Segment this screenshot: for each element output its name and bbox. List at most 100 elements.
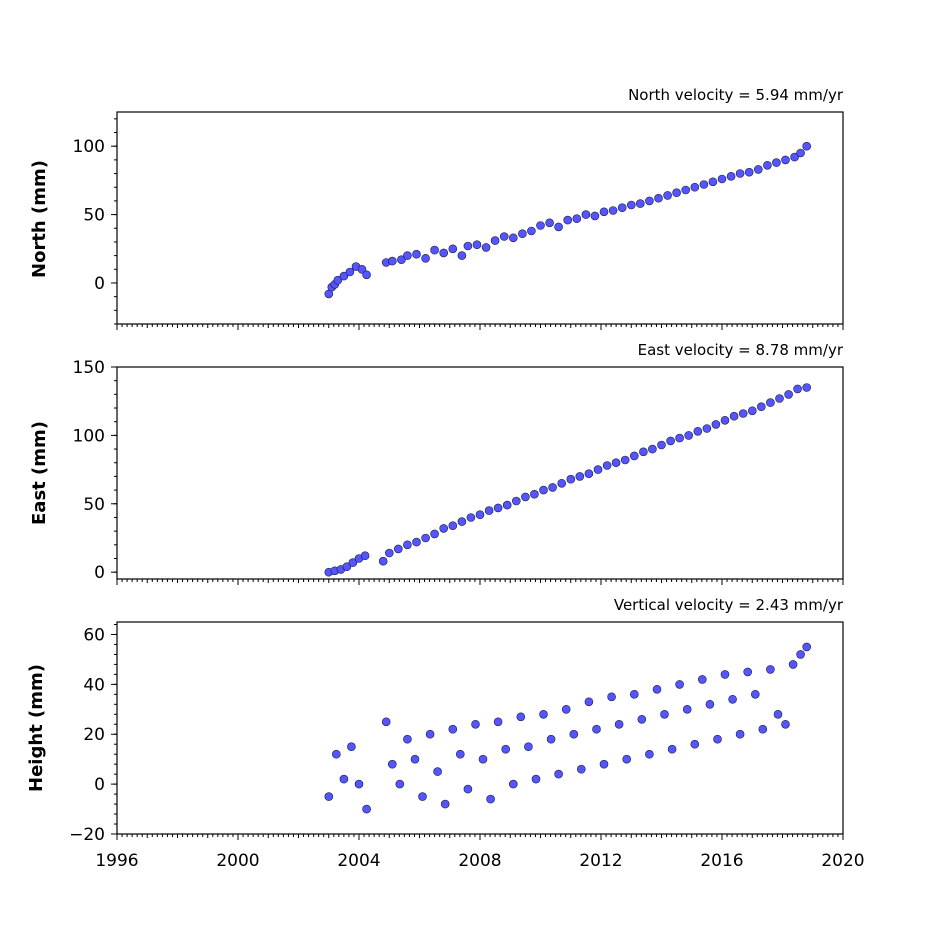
north-point bbox=[681, 185, 691, 195]
east-point bbox=[666, 436, 675, 446]
north-point bbox=[763, 161, 772, 170]
north-point bbox=[362, 270, 371, 280]
x-tick-label: 2004 bbox=[337, 851, 380, 871]
height-point bbox=[395, 779, 405, 789]
height-point bbox=[576, 764, 586, 774]
north-point bbox=[663, 191, 672, 200]
north-point bbox=[617, 203, 627, 212]
height-point bbox=[660, 709, 669, 719]
north-plot-frame bbox=[116, 111, 844, 325]
height-point bbox=[433, 767, 442, 776]
east-point bbox=[593, 465, 603, 474]
height-point bbox=[448, 724, 458, 734]
y-tick-label: 150 bbox=[73, 358, 105, 378]
north-point bbox=[412, 249, 421, 259]
x-tick-label: 2012 bbox=[579, 851, 622, 871]
height-point bbox=[425, 729, 435, 739]
height-point bbox=[675, 680, 684, 689]
north-point bbox=[448, 244, 458, 254]
height-point bbox=[773, 709, 783, 719]
east-point bbox=[747, 406, 757, 416]
north-point bbox=[463, 241, 473, 251]
north-point bbox=[490, 236, 500, 245]
north-point bbox=[708, 177, 718, 187]
height-point bbox=[561, 704, 571, 714]
height-point bbox=[614, 719, 624, 729]
north-point bbox=[608, 206, 618, 215]
east-points bbox=[324, 383, 812, 577]
y-tick-label: 0 bbox=[94, 274, 105, 294]
x-tick-label: 2016 bbox=[700, 851, 743, 871]
east-ticks: 0 50 100 150 bbox=[73, 358, 844, 585]
east-point bbox=[611, 458, 621, 468]
north-point bbox=[457, 251, 467, 260]
east-point bbox=[393, 544, 403, 554]
north-point bbox=[572, 214, 582, 223]
north-panel: North velocity = 5.94 mm/yr North (mm) 0… bbox=[29, 86, 844, 330]
east-point bbox=[620, 455, 630, 465]
height-point bbox=[524, 742, 533, 752]
east-point bbox=[575, 472, 585, 481]
north-point bbox=[717, 174, 727, 184]
height-point bbox=[796, 650, 805, 659]
north-point bbox=[753, 165, 763, 174]
east-point bbox=[657, 440, 666, 450]
y-tick-label: 0 bbox=[94, 563, 105, 583]
height-point bbox=[362, 804, 371, 814]
north-point bbox=[439, 248, 449, 258]
north-point bbox=[536, 221, 545, 230]
north-point bbox=[790, 152, 799, 162]
east-point bbox=[502, 500, 512, 510]
east-point bbox=[448, 521, 458, 531]
height-point bbox=[645, 749, 654, 759]
east-point bbox=[384, 548, 394, 558]
east-y-axis-label: East (mm) bbox=[29, 421, 50, 525]
east-point bbox=[412, 537, 421, 547]
north-point bbox=[333, 275, 343, 285]
east-point bbox=[802, 383, 812, 392]
north-point bbox=[421, 253, 430, 263]
height-point bbox=[418, 792, 427, 801]
height-point bbox=[403, 734, 412, 744]
height-point bbox=[802, 642, 812, 652]
north-point bbox=[518, 229, 527, 238]
height-point bbox=[508, 779, 518, 789]
north-point bbox=[590, 211, 600, 221]
north-point bbox=[397, 255, 406, 265]
y-tick-label: 20 bbox=[83, 725, 105, 745]
height-point bbox=[728, 694, 737, 704]
east-point bbox=[629, 451, 639, 461]
east-point bbox=[702, 424, 712, 433]
north-point bbox=[796, 148, 805, 158]
north-point bbox=[403, 251, 412, 260]
north-point bbox=[690, 182, 700, 192]
height-point bbox=[713, 734, 722, 744]
y-tick-label: 50 bbox=[83, 495, 105, 515]
east-point bbox=[484, 506, 494, 515]
north-point bbox=[744, 167, 754, 177]
north-point bbox=[499, 232, 509, 241]
height-points bbox=[324, 642, 812, 814]
east-point bbox=[675, 433, 684, 443]
x-tick-label: 2008 bbox=[458, 851, 501, 871]
y-tick-label: −20 bbox=[69, 825, 105, 845]
north-panel-title: North velocity = 5.94 mm/yr bbox=[628, 86, 844, 104]
north-point bbox=[654, 193, 663, 203]
east-point bbox=[466, 513, 476, 522]
height-point bbox=[569, 729, 579, 739]
height-point bbox=[788, 660, 798, 669]
height-point bbox=[455, 749, 465, 759]
east-point bbox=[403, 540, 412, 550]
north-point bbox=[781, 155, 790, 165]
east-point bbox=[729, 411, 739, 421]
east-point bbox=[584, 469, 594, 479]
north-ticks: 0 50 100 bbox=[73, 118, 844, 330]
height-point bbox=[516, 712, 526, 722]
height-point bbox=[629, 689, 639, 699]
north-point bbox=[581, 210, 591, 219]
height-point bbox=[697, 675, 707, 684]
east-point bbox=[493, 503, 503, 513]
y-tick-label: 40 bbox=[83, 675, 105, 695]
height-point bbox=[750, 689, 760, 699]
east-point bbox=[557, 478, 567, 488]
